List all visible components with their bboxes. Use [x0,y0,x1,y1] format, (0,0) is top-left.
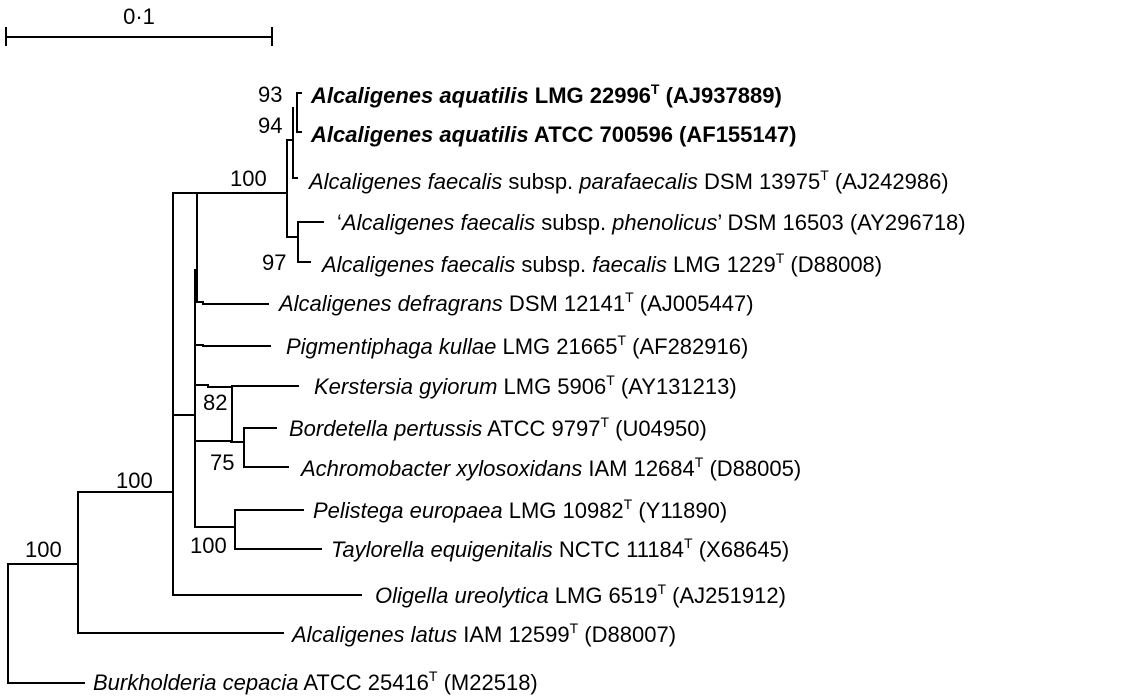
taxon-label-pelistega: Pelistega europaea LMG 10982T (Y11890) [313,496,727,523]
taxon-labels: Alcaligenes aquatilis LMG 22996T (AJ9378… [93,81,966,695]
taxon-label-faecalis-phenolicus: ‘Alcaligenes faecalis subsp. phenolicus’… [337,210,966,235]
taxon-text-run: ‘ [337,210,342,235]
type-strain-superscript: T [570,620,579,636]
taxon-text-run: (AJ251912) [666,583,786,608]
taxon-text-run: (AF282916) [626,334,748,359]
taxon-text-run: Oligella ureolytica [375,583,549,608]
taxon-label-achromobacter: Achromobacter xylosoxidans IAM 12684T (D… [299,454,801,481]
taxon-text-run: Burkholderia cepacia [93,670,298,695]
type-strain-superscript: T [657,581,666,597]
taxon-text-run: Alcaligenes faecalis [307,169,502,194]
taxon-text-run: parafaecalis [578,169,698,194]
taxon-text-run: DSM 13975 [698,169,820,194]
type-strain-superscript: T [606,372,615,388]
taxon-label-oligella: Oligella ureolytica LMG 6519T (AJ251912) [375,581,786,608]
taxon-text-run: ATCC 25416 [298,670,428,695]
taxon-text-run: Alcaligenes faecalis [340,210,535,235]
taxon-text-run: (AJ937889) [659,83,781,108]
taxon-text-run: Alcaligenes defragrans [277,291,503,316]
taxon-text-run: LMG 1229 [667,252,776,277]
taxon-text-run: (D88008) [784,252,882,277]
taxon-text-run: (Y11890) [632,498,727,523]
taxon-text-run: faecalis [592,252,667,277]
taxon-text-run: LMG 5906 [497,374,606,399]
taxon-text-run: LMG 22996 [529,83,651,108]
taxon-text-run: ’ DSM 16503 (AY296718) [717,210,965,235]
bootstrap-ingroup: 100 [116,468,153,493]
taxon-label-pigmentiphaga: Pigmentiphaga kullae LMG 21665T (AF28291… [286,332,748,359]
taxon-text-run: Pelistega europaea [313,498,503,523]
taxon-text-run: IAM 12684 [582,456,695,481]
bootstrap-aquatilis-atcc-node: 94 [258,113,282,138]
taxon-text-run: Bordetella pertussis [289,416,482,441]
taxon-text-run: (AY131213) [615,374,737,399]
taxon-text-run: (D88005) [703,456,801,481]
taxon-label-faecalis-faecalis: Alcaligenes faecalis subsp. faecalis LMG… [320,250,882,277]
taxon-label-bordetella: Bordetella pertussis ATCC 9797T (U04950) [289,414,707,441]
bootstrap-bordetella-achromobacter: 75 [210,450,234,475]
taxon-text-run: subsp. [515,252,592,277]
bootstrap-pelistega-taylorella: 100 [190,533,227,558]
taxon-text-run: Alcaligenes latus [290,622,457,647]
taxon-text-run: ATCC 700596 (AF155147) [529,122,797,147]
taxon-text-run: Alcaligenes aquatilis [310,122,529,147]
taxon-text-run: NCTC 11184 [553,537,684,562]
taxon-label-kerstersia: Kerstersia gyiorum LMG 5906T (AY131213) [314,372,737,399]
taxon-label-aquatilis-atcc: Alcaligenes aquatilis ATCC 700596 (AF155… [310,122,796,147]
type-strain-superscript: T [600,414,609,430]
taxon-text-run: IAM 12599 [457,622,570,647]
taxon-label-aquatilis-lmg: Alcaligenes aquatilis LMG 22996T (AJ9378… [310,81,782,108]
bootstrap-labels: 93 94 100 97 82 75 100 100 100 [25,82,286,562]
taxon-text-run: LMG 21665 [496,334,617,359]
taxon-label-burkholderia: Burkholderia cepacia ATCC 25416T (M22518… [93,668,538,695]
taxon-text-run: (AJ242986) [829,169,949,194]
scale-bar: 0·1 [5,4,273,46]
taxon-text-run: phenolicus [611,210,717,235]
type-strain-superscript: T [651,81,660,97]
taxon-label-defragrans: Alcaligenes defragrans DSM 12141T (AJ005… [277,289,754,316]
bootstrap-root: 100 [25,537,62,562]
type-strain-superscript: T [429,668,438,684]
taxon-label-faecalis-parafaecalis: Alcaligenes faecalis subsp. parafaecalis… [307,167,949,194]
taxon-text-run: DSM 12141 [503,291,625,316]
taxon-text-run: ATCC 9797 [482,416,600,441]
type-strain-superscript: T [820,167,829,183]
type-strain-superscript: T [624,496,633,512]
taxon-text-run: Taylorella equigenitalis [331,537,553,562]
taxon-text-run: (D88007) [578,622,676,647]
type-strain-superscript: T [684,535,693,551]
taxon-text-run: (X68645) [693,537,790,562]
bootstrap-alcaligenes-clade: 100 [230,166,267,191]
taxon-text-run: Kerstersia gyiorum [314,374,497,399]
bootstrap-kerstersia-node: 82 [203,390,227,415]
taxon-text-run: subsp. [502,169,579,194]
taxon-text-run: Pigmentiphaga kullae [286,334,496,359]
taxon-text-run: Alcaligenes aquatilis [310,83,529,108]
bootstrap-aquatilis-pair: 93 [258,82,282,107]
taxon-label-taylorella: Taylorella equigenitalis NCTC 11184T (X6… [331,535,789,562]
scale-bar-label: 0·1 [123,4,155,29]
type-strain-superscript: T [776,250,785,266]
type-strain-superscript: T [695,454,704,470]
taxon-text-run: Achromobacter xylosoxidans [299,456,582,481]
taxon-text-run: LMG 10982 [503,498,624,523]
tree-branches [7,92,362,684]
taxon-text-run: (AJ005447) [634,291,754,316]
taxon-label-alcaligenes-latus: Alcaligenes latus IAM 12599T (D88007) [290,620,676,647]
taxon-text-run: (M22518) [437,670,537,695]
bootstrap-faecalis-faecalis-node: 97 [262,250,286,275]
taxon-text-run: LMG 6519 [549,583,658,608]
taxon-text-run: subsp. [535,210,612,235]
taxon-text-run: (U04950) [609,416,707,441]
type-strain-superscript: T [617,332,626,348]
type-strain-superscript: T [625,289,634,305]
taxon-text-run: Alcaligenes faecalis [320,252,515,277]
